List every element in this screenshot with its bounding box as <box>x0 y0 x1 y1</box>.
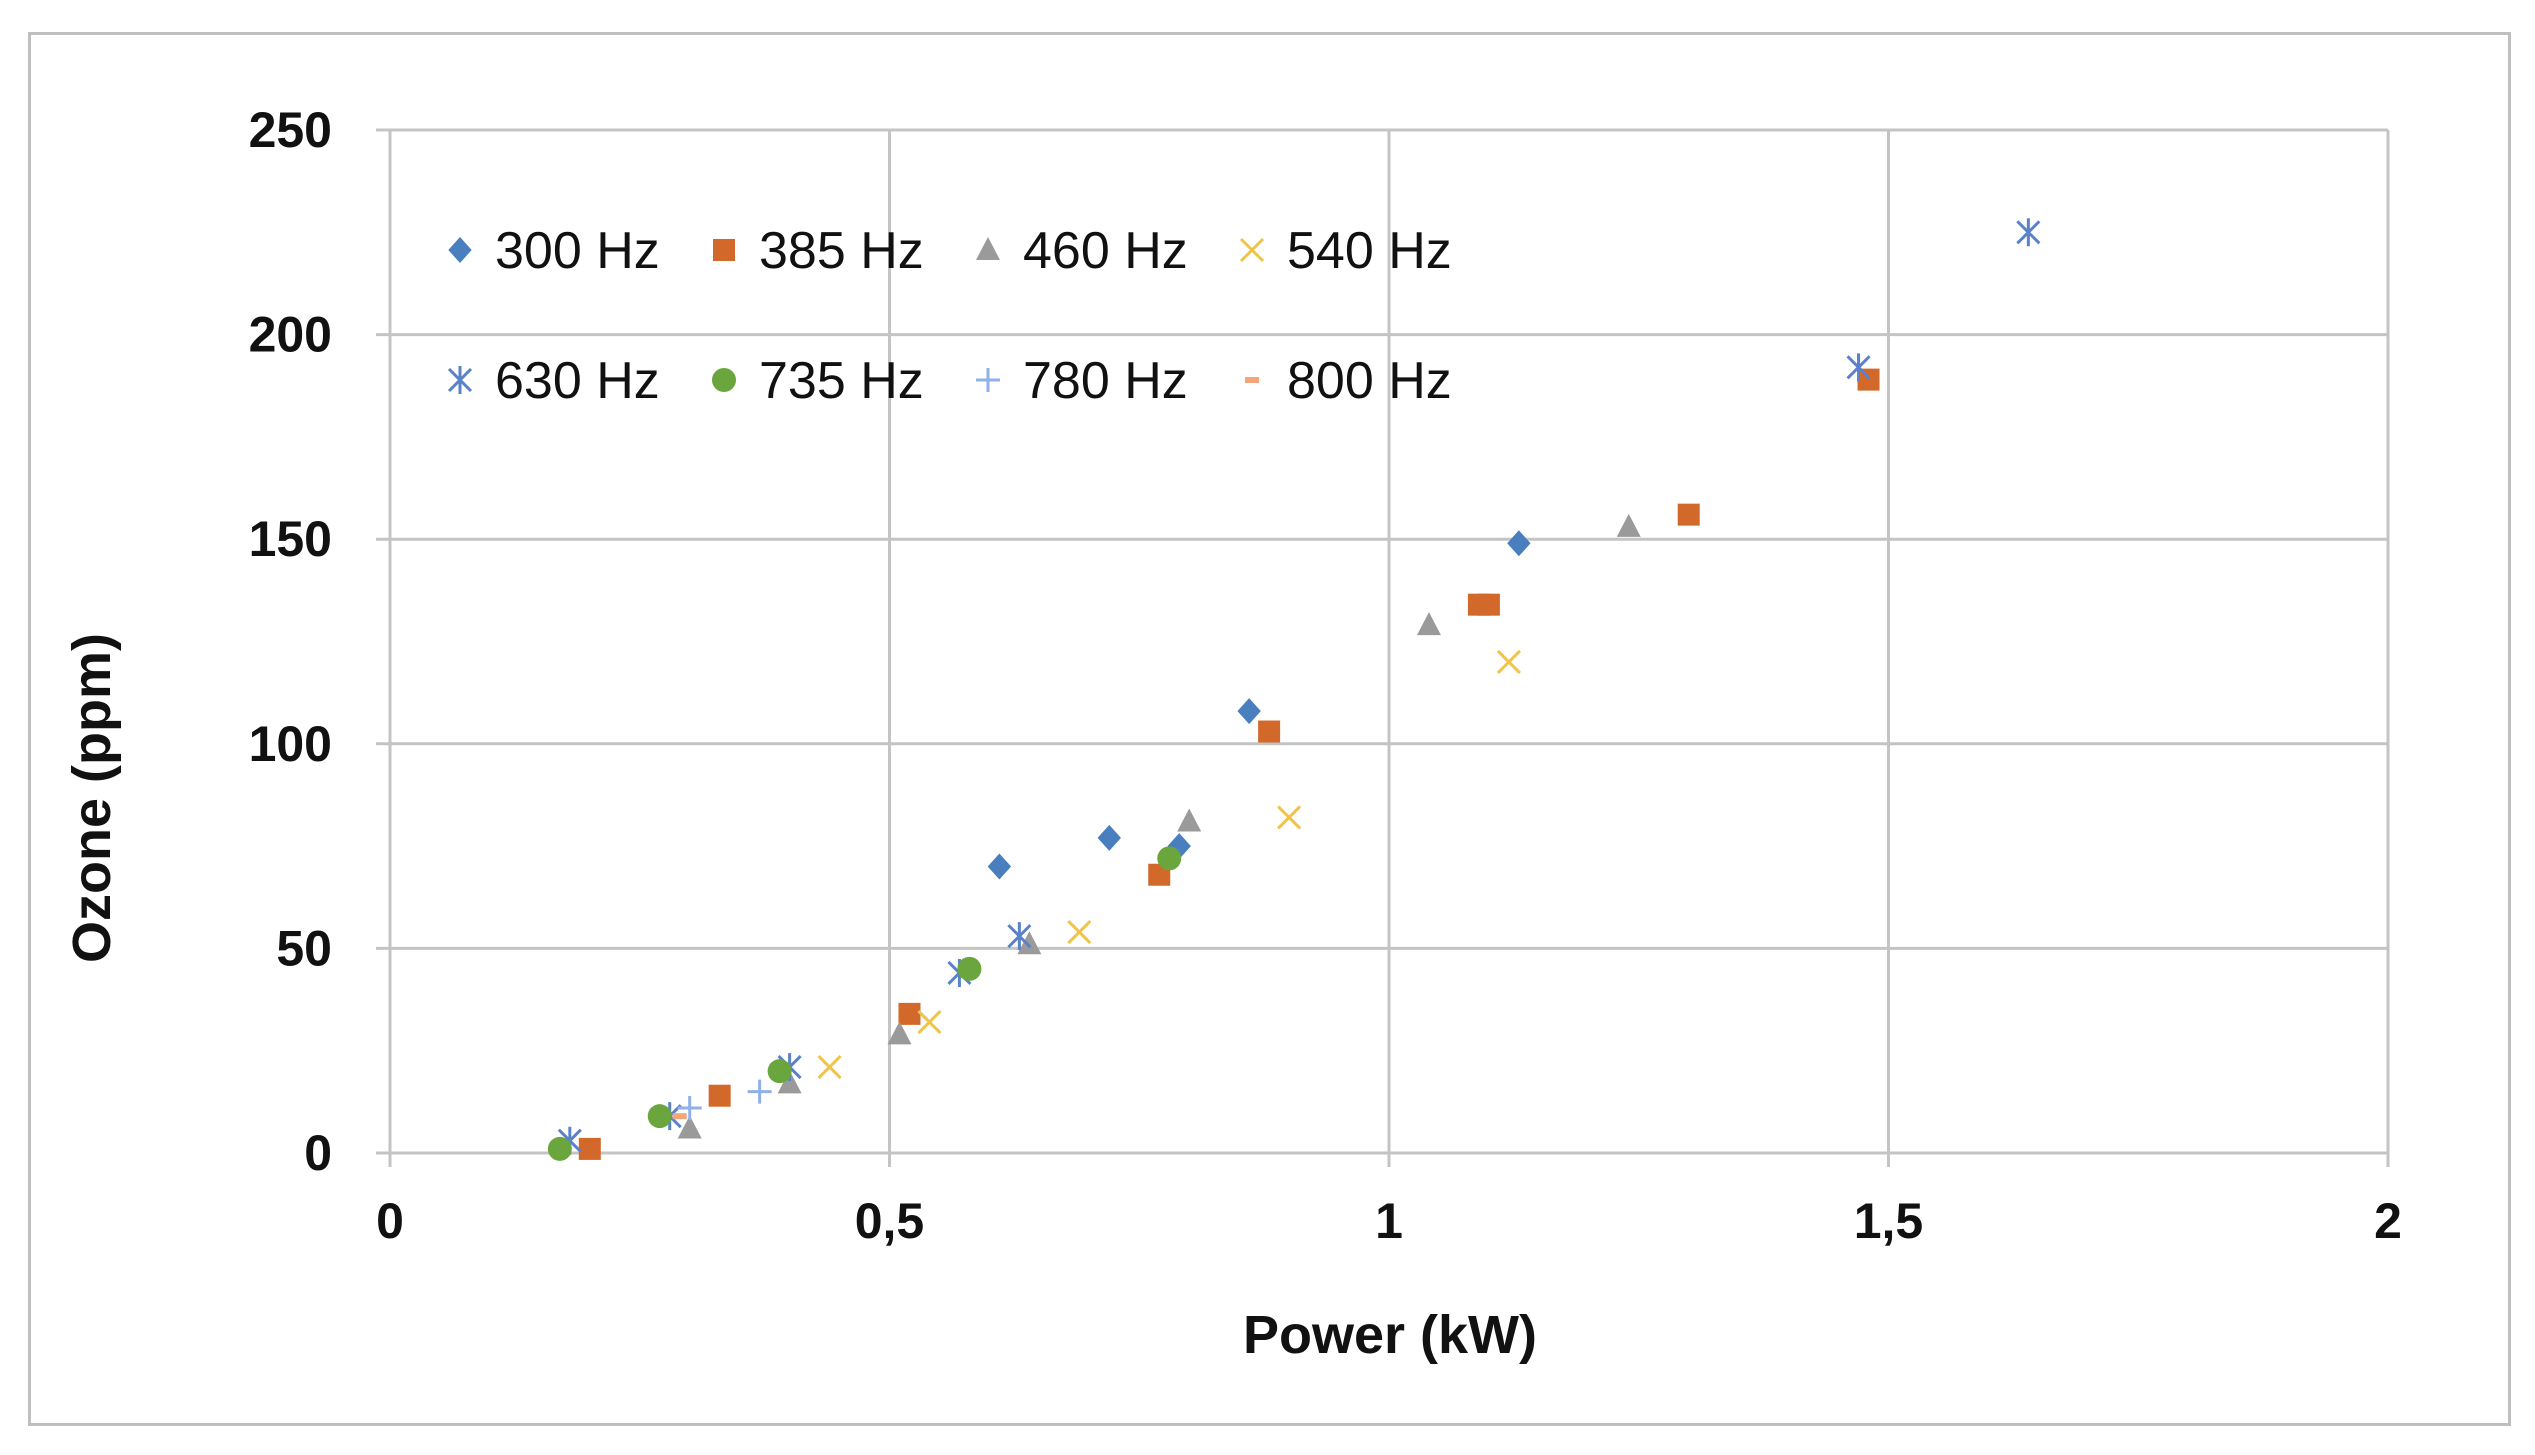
data-point <box>677 1095 702 1120</box>
series-300-hz <box>987 530 1531 880</box>
data-point <box>1097 824 1121 851</box>
legend-label: 540 Hz <box>1287 222 1452 280</box>
data-point <box>817 1055 842 1080</box>
legend-label: 460 Hz <box>1023 222 1188 280</box>
data-point <box>1846 353 1871 382</box>
data-point <box>1177 808 1202 832</box>
legend-label: 735 Hz <box>759 352 924 410</box>
x-tick-label: 0,5 <box>855 1193 925 1249</box>
series-460-hz <box>677 513 1641 1139</box>
legend-marker <box>448 237 472 263</box>
data-point <box>1496 649 1521 675</box>
series-735-hz <box>547 846 1182 1161</box>
data-point <box>2016 218 2041 247</box>
y-tick-label: 100 <box>249 716 332 772</box>
legend: 300 Hz 385 Hz 460 Hz 540 Hz 630 Hz 735 Hz 780 … <box>447 222 1452 410</box>
legend-marker <box>1245 377 1259 383</box>
legend-marker <box>712 368 736 392</box>
legend-item: 540 Hz <box>1239 222 1452 280</box>
tick-label-layer: 0 50 100 150 200 250 0 0,5 1 1,5 2 <box>249 102 2402 1249</box>
x-tick-label: 1,5 <box>1854 1193 1924 1249</box>
data-point <box>672 1113 687 1120</box>
y-tick-label: 250 <box>249 102 332 158</box>
data-point <box>1857 368 1880 391</box>
data-point <box>1007 922 1032 951</box>
data-point <box>1507 530 1531 557</box>
legend-item: 735 Hz <box>712 352 924 410</box>
data-point <box>1677 503 1700 526</box>
data-point <box>1237 698 1261 725</box>
data-point <box>987 853 1012 880</box>
data-point <box>747 1079 772 1104</box>
legend-label: 385 Hz <box>759 222 924 280</box>
data-point <box>677 1115 702 1139</box>
data-point <box>1157 846 1182 871</box>
data-point <box>898 1002 921 1025</box>
series-540-hz <box>817 649 1521 1080</box>
legend-item: 300 Hz <box>448 222 660 280</box>
series-385-hz <box>578 368 1880 1160</box>
y-tick-label: 0 <box>304 1125 332 1181</box>
legend-label: 300 Hz <box>495 222 660 280</box>
data-point <box>1017 931 1042 955</box>
legend-item: 385 Hz <box>713 222 924 280</box>
data-point-layer <box>547 218 2041 1161</box>
y-tick-label: 50 <box>276 920 332 976</box>
legend-item: 780 Hz <box>976 352 1188 410</box>
grid-layer <box>376 128 2390 1167</box>
y-axis-title: Ozone (ppm) <box>62 633 122 963</box>
legend-item: 630 Hz <box>447 352 660 410</box>
x-tick-label: 2 <box>2374 1193 2402 1249</box>
y-tick-label: 200 <box>249 307 332 363</box>
data-point <box>1477 593 1500 616</box>
legend-label: 780 Hz <box>1023 352 1188 410</box>
data-point <box>578 1137 601 1160</box>
data-point <box>1416 612 1441 636</box>
data-point <box>957 956 982 981</box>
data-point <box>647 1104 672 1129</box>
data-point <box>1616 513 1641 537</box>
data-point <box>1258 720 1281 743</box>
data-point <box>1277 805 1302 830</box>
legend-item: 800 Hz <box>1245 352 1452 410</box>
legend-marker <box>976 368 1000 392</box>
legend-item: 460 Hz <box>976 222 1188 280</box>
data-point <box>547 1136 572 1161</box>
data-point <box>1067 919 1092 945</box>
x-tick-label: 1 <box>1375 1193 1403 1249</box>
legend-marker <box>447 366 473 394</box>
y-tick-label: 150 <box>249 511 332 567</box>
data-point <box>777 1070 802 1094</box>
data-point <box>708 1084 731 1107</box>
legend-marker <box>713 239 735 261</box>
series-780-hz <box>677 1079 772 1120</box>
legend-marker <box>1239 237 1265 263</box>
legend-label: 800 Hz <box>1287 352 1452 410</box>
x-axis-title: Power (kW) <box>1243 1305 1537 1365</box>
data-point <box>767 1059 792 1084</box>
data-point <box>917 1009 942 1035</box>
legend-marker <box>976 237 1000 260</box>
series-800-hz <box>672 1113 687 1120</box>
data-point <box>887 1021 912 1045</box>
x-tick-label: 0 <box>376 1193 404 1249</box>
legend-label: 630 Hz <box>495 352 660 410</box>
